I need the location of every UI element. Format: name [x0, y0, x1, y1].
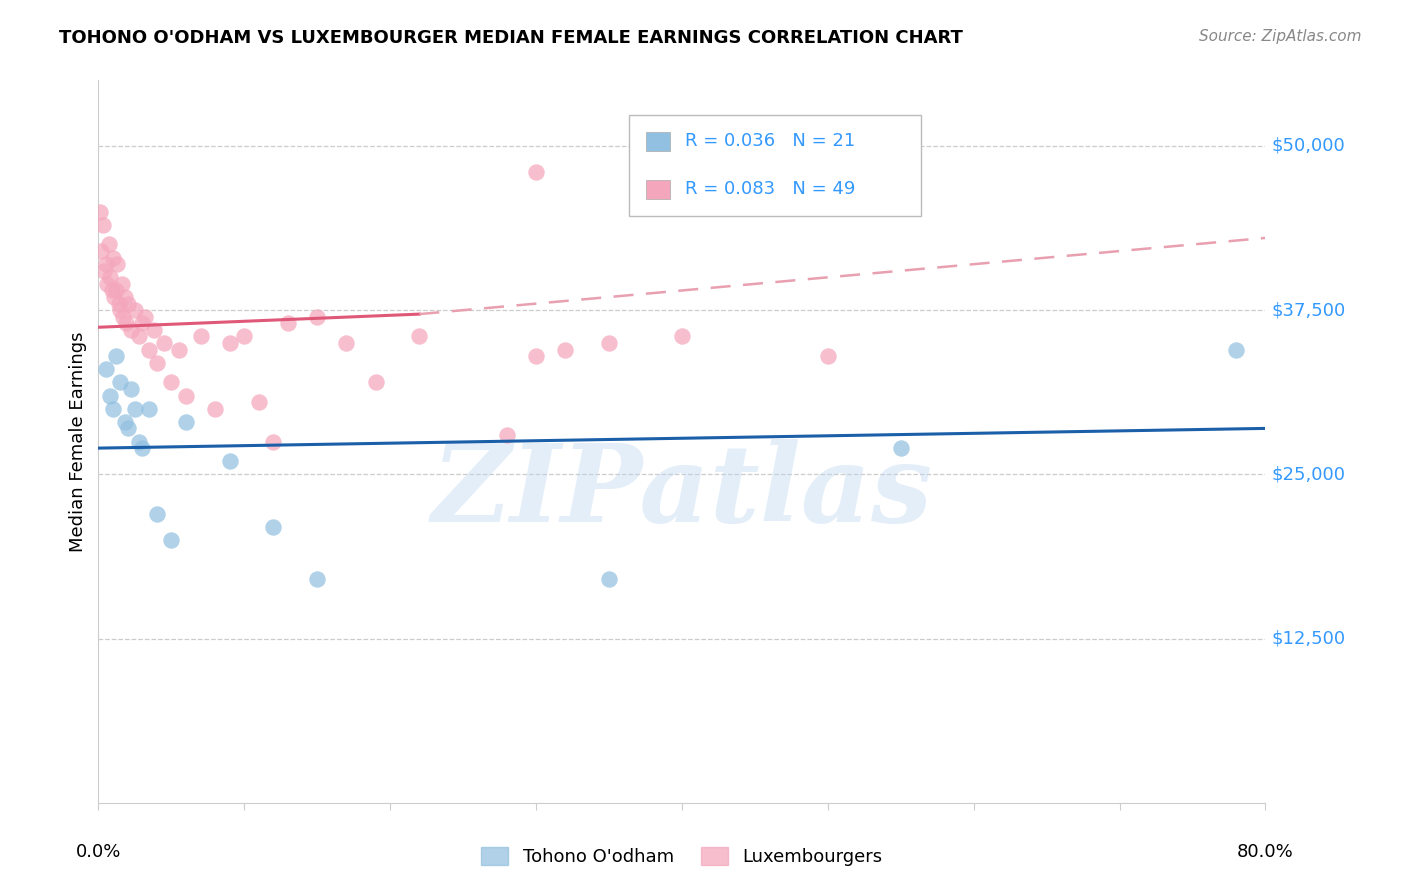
Point — [104, 349, 127, 363]
Point — [598, 573, 620, 587]
Point — [101, 401, 124, 416]
Point — [89, 204, 111, 219]
Point — [112, 310, 135, 324]
Point — [160, 533, 183, 547]
Point — [671, 329, 693, 343]
Point — [114, 415, 136, 429]
Point — [128, 329, 150, 343]
Text: R = 0.036   N = 21: R = 0.036 N = 21 — [685, 132, 855, 151]
Text: 80.0%: 80.0% — [1237, 843, 1294, 861]
Point — [108, 296, 131, 310]
Point — [247, 395, 270, 409]
Point — [307, 573, 329, 587]
Point — [364, 376, 387, 390]
Point — [134, 310, 156, 324]
Point — [1225, 343, 1247, 357]
Point — [98, 270, 121, 285]
Point — [115, 316, 138, 330]
Point — [167, 343, 190, 357]
Point — [105, 257, 128, 271]
Point — [96, 277, 118, 291]
Point — [98, 388, 121, 402]
Point — [114, 290, 136, 304]
Point — [890, 441, 912, 455]
Point — [94, 257, 117, 271]
Point — [128, 434, 150, 449]
Point — [262, 434, 284, 449]
Text: ZIPatlas: ZIPatlas — [432, 439, 932, 545]
Y-axis label: Median Female Earnings: Median Female Earnings — [69, 331, 87, 552]
Point — [131, 441, 153, 455]
Point — [277, 316, 299, 330]
Text: $25,000: $25,000 — [1271, 466, 1346, 483]
Point — [335, 336, 357, 351]
Point — [554, 343, 576, 357]
Point — [307, 310, 329, 324]
Text: 0.0%: 0.0% — [76, 843, 121, 861]
Point — [103, 290, 125, 304]
Point — [91, 218, 114, 232]
Point — [101, 251, 124, 265]
Point — [598, 336, 620, 351]
Point — [111, 277, 134, 291]
Point — [117, 421, 139, 435]
Point — [204, 401, 226, 416]
Point — [138, 401, 160, 416]
Point — [138, 343, 160, 357]
Point — [233, 329, 256, 343]
Point — [117, 296, 139, 310]
Text: $12,500: $12,500 — [1271, 630, 1346, 648]
Point — [262, 520, 284, 534]
Point — [100, 284, 122, 298]
Point — [142, 323, 165, 337]
Point — [174, 388, 197, 402]
Point — [218, 336, 240, 351]
Point — [120, 323, 142, 337]
Text: TOHONO O'ODHAM VS LUXEMBOURGER MEDIAN FEMALE EARNINGS CORRELATION CHART: TOHONO O'ODHAM VS LUXEMBOURGER MEDIAN FE… — [59, 29, 963, 46]
Point — [218, 454, 240, 468]
Point — [104, 284, 127, 298]
Point — [97, 237, 120, 252]
Point — [160, 376, 183, 390]
Point — [408, 329, 430, 343]
Point — [110, 303, 132, 318]
Text: $37,500: $37,500 — [1271, 301, 1346, 319]
Point — [110, 376, 132, 390]
Text: Source: ZipAtlas.com: Source: ZipAtlas.com — [1198, 29, 1361, 44]
Point — [496, 428, 519, 442]
Point — [120, 382, 142, 396]
Point — [131, 316, 153, 330]
Legend: Tohono O'odham, Luxembourgers: Tohono O'odham, Luxembourgers — [474, 839, 890, 873]
Point — [124, 303, 146, 318]
Point — [146, 507, 169, 521]
Point — [93, 264, 115, 278]
Point — [524, 349, 547, 363]
Point — [174, 415, 197, 429]
Point — [190, 329, 212, 343]
Point — [146, 356, 169, 370]
Point — [817, 349, 839, 363]
Point — [94, 362, 117, 376]
Point — [153, 336, 176, 351]
Point — [524, 165, 547, 179]
Point — [124, 401, 146, 416]
Text: $50,000: $50,000 — [1271, 137, 1346, 155]
Point — [90, 244, 112, 258]
Text: R = 0.083   N = 49: R = 0.083 N = 49 — [685, 180, 855, 198]
